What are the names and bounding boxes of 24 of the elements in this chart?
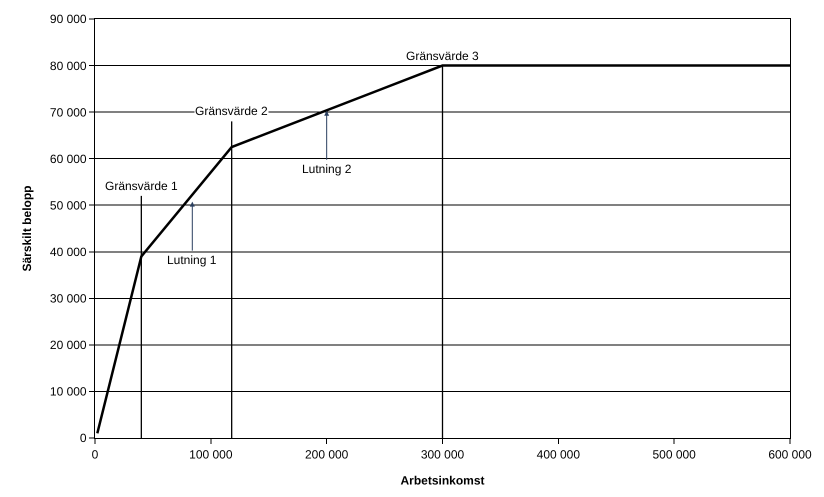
y-tick-label: 70 000 bbox=[50, 105, 87, 120]
x-tick-label: 500 000 bbox=[652, 447, 696, 462]
x-tick-label: 0 bbox=[92, 447, 99, 462]
annotation: Lutning 2 bbox=[302, 162, 352, 176]
x-axis-title: Arbetsinkomst bbox=[400, 473, 485, 488]
y-axis-title: Särskilt belopp bbox=[20, 185, 34, 272]
y-tick-label: 10 000 bbox=[50, 384, 87, 399]
x-tick-label: 200 000 bbox=[304, 447, 349, 462]
y-tick-label: 30 000 bbox=[50, 292, 87, 306]
series-label: Gränsvärde 2 bbox=[195, 104, 268, 118]
y-tick-label: 60 000 bbox=[50, 152, 87, 166]
y-tick-label: 40 000 bbox=[50, 244, 87, 259]
y-tick-label: 50 000 bbox=[50, 198, 87, 212]
y-tick-label: 0 bbox=[80, 431, 87, 446]
series-label: Gränsvärde 3 bbox=[406, 49, 480, 63]
x-tick-label: 400 000 bbox=[536, 447, 580, 462]
y-tick-label: 80 000 bbox=[50, 58, 87, 73]
y-tick-label: 20 000 bbox=[50, 338, 87, 352]
x-tick-label: 600 000 bbox=[768, 447, 812, 462]
x-tick-label: 100 000 bbox=[189, 447, 233, 462]
x-tick-label: 300 000 bbox=[420, 447, 465, 462]
series-label: Gränsvärde 1 bbox=[105, 179, 178, 193]
annotation: Lutning 1 bbox=[167, 253, 217, 267]
y-tick-label: 90 000 bbox=[50, 12, 87, 26]
